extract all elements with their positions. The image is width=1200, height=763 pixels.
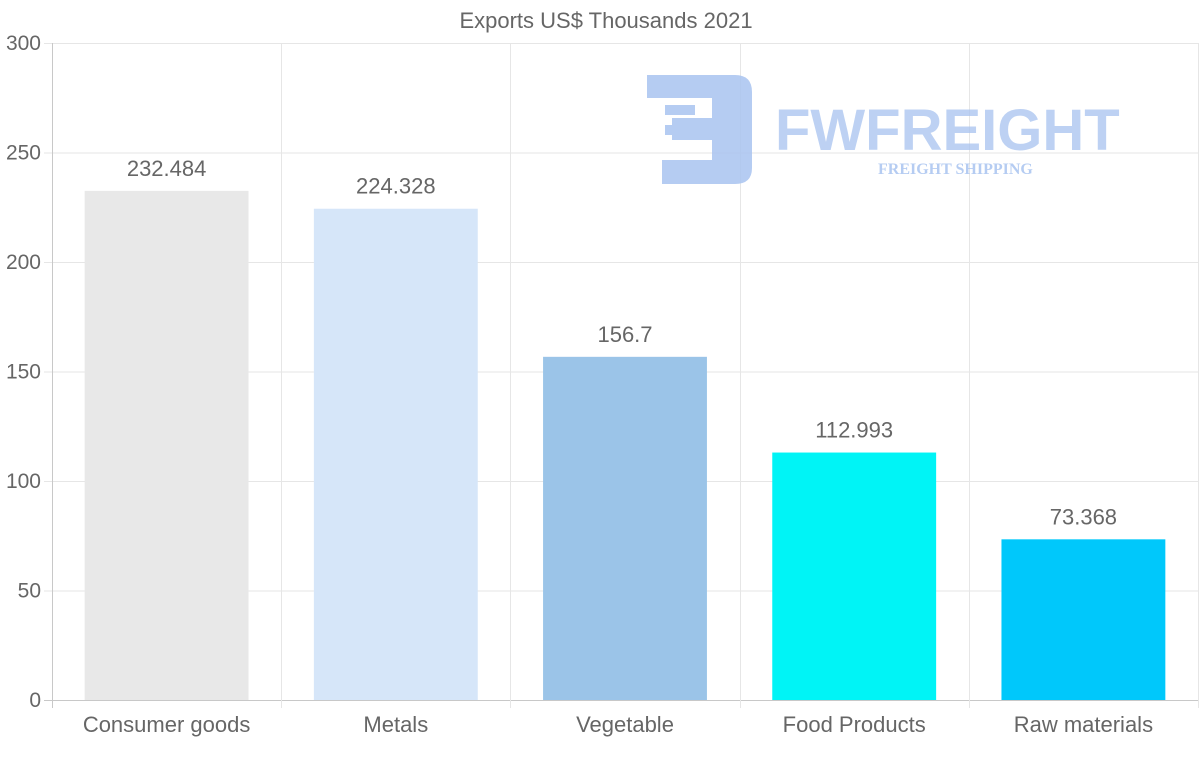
fw-logo-icon: [647, 75, 752, 184]
bar-metals[interactable]: [313, 208, 478, 700]
data-label: 232.484: [127, 156, 207, 181]
data-label: 224.328: [356, 174, 436, 199]
x-tick-label: Vegetable: [576, 712, 674, 737]
x-tick-label: Food Products: [783, 712, 926, 737]
y-tick-label: 0: [29, 689, 41, 712]
bar-vegetable[interactable]: [543, 356, 707, 700]
watermark-tagline: FREIGHT SHIPPING: [878, 161, 1033, 178]
bar-raw-materials[interactable]: [1001, 539, 1166, 700]
data-label: 112.993: [815, 418, 893, 443]
y-tick-label: 150: [6, 361, 41, 384]
data-label: 156.7: [597, 322, 652, 347]
y-axis-ticks: 0 50 100 150 200 250 300: [6, 32, 41, 712]
data-label: 73.368: [1050, 504, 1117, 529]
x-tick-label: Raw materials: [1014, 712, 1153, 737]
data-labels: 232.484 224.328 156.7 112.993 73.368: [127, 156, 1117, 529]
watermark-logo: FWFREIGHT FREIGHT SHIPPING: [647, 75, 1120, 184]
x-axis-ticks: Consumer goods Metals Vegetable Food Produc…: [83, 712, 1153, 737]
bar-consumer-goods[interactable]: [84, 190, 249, 700]
y-tick-label: 300: [6, 32, 41, 55]
bar-food-products[interactable]: [772, 452, 937, 700]
bars: [84, 190, 1166, 700]
x-tick-label: Consumer goods: [83, 712, 251, 737]
y-tick-label: 50: [18, 580, 41, 603]
y-tick-label: 250: [6, 142, 41, 165]
chart-title: Exports US$ Thousands 2021: [459, 8, 752, 33]
x-tick-label: Metals: [363, 712, 428, 737]
y-tick-label: 200: [6, 251, 41, 274]
watermark-brand: FWFREIGHT: [775, 98, 1120, 163]
y-tick-label: 100: [6, 470, 41, 493]
